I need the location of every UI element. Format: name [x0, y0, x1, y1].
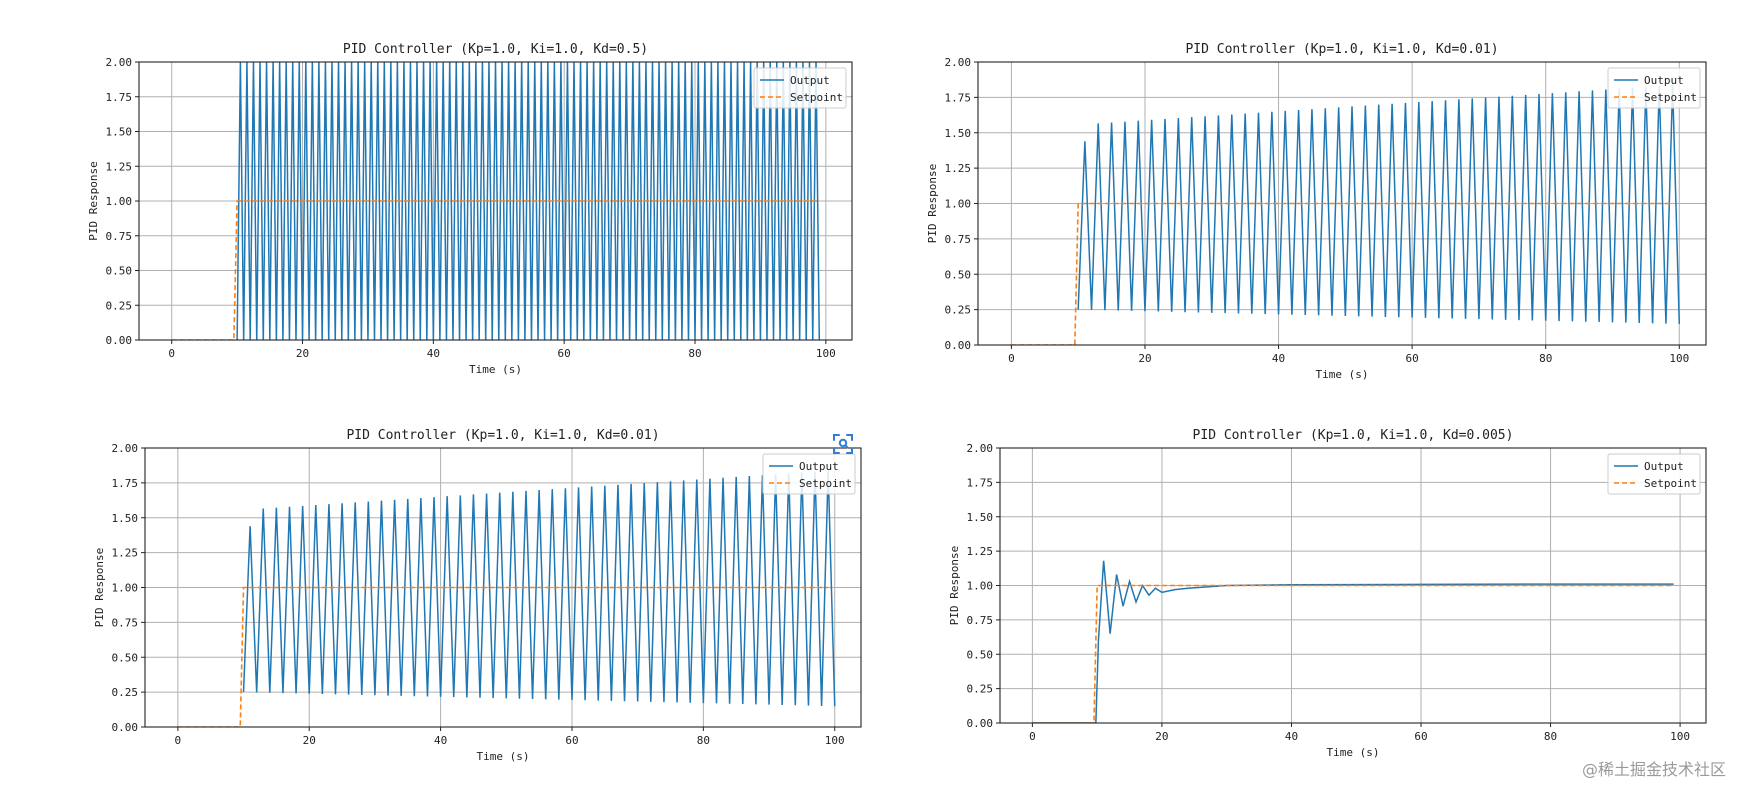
legend-label-output: Output	[799, 460, 839, 473]
x-tick-label: 60	[1406, 352, 1419, 365]
chart-2: 0 20 40 60 80 100 0.00 0.25 0.50 0.75 1.00 1.25 1.50…	[926, 42, 1707, 381]
series-setpoint-line	[171, 200, 820, 340]
x-tick-label: 0	[1008, 352, 1015, 365]
x-tick-label: 60	[558, 347, 571, 360]
y-tick-label: 0.00	[945, 339, 972, 352]
grid	[978, 61, 1706, 346]
y-tick-label: 0.00	[112, 721, 139, 734]
x-tick-label: 40	[1272, 352, 1285, 365]
x-axis-label: Time (s)	[477, 750, 530, 763]
y-tick-label: 1.00	[967, 580, 994, 593]
y-tick-label: 0.25	[106, 299, 133, 312]
y-tick-label: 0.25	[945, 304, 972, 317]
chart-4: 0 20 40 60 80 100 0.00 0.25 0.50 0.75 1.00 1.25 1.50…	[948, 428, 1707, 759]
y-tick-label: 0.50	[106, 265, 133, 278]
y-tick-label: 0.25	[112, 686, 139, 699]
y-tick-label: 1.75	[112, 477, 139, 490]
y-tick-label: 1.25	[945, 162, 972, 175]
legend-label-output: Output	[1644, 74, 1684, 87]
x-tick-label: 80	[1544, 730, 1557, 743]
y-tick-label: 1.50	[945, 127, 972, 140]
y-axis-label: PID Response	[926, 164, 939, 243]
y-tick-label: 0.75	[967, 614, 994, 627]
y-tick-label: 2.00	[112, 442, 139, 455]
series-output-line	[1077, 85, 1681, 324]
x-tick-label: 100	[825, 734, 845, 747]
y-tick-label: 1.75	[967, 476, 994, 489]
y-tick-label: 0.25	[967, 683, 994, 696]
x-tick-label: 20	[296, 347, 309, 360]
series-setpoint-line	[177, 586, 829, 727]
chart-title: PID Controller (Kp=1.0, Ki=1.0, Kd=0.005…	[1193, 428, 1514, 443]
x-tick-label: 0	[168, 347, 175, 360]
x-tick-label: 80	[697, 734, 710, 747]
x-tick-label: 80	[1539, 352, 1552, 365]
legend-label-output: Output	[790, 74, 830, 87]
x-axis-label: Time (s)	[1316, 368, 1369, 381]
x-tick-label: 60	[565, 734, 578, 747]
y-tick-label: 1.25	[967, 545, 994, 558]
y-tick-label: 0.75	[112, 616, 139, 629]
y-tick-label: 0.50	[967, 648, 994, 661]
x-axis-label: Time (s)	[469, 363, 522, 376]
y-tick-label: 1.75	[106, 91, 133, 104]
y-tick-label: 1.50	[967, 511, 994, 524]
x-tick-label: 40	[427, 347, 440, 360]
series-output-line	[242, 470, 836, 707]
series-setpoint-line	[1032, 584, 1674, 723]
x-tick-label: 20	[1138, 352, 1151, 365]
x-tick-label: 0	[175, 734, 182, 747]
y-tick-label: 0.00	[967, 717, 994, 730]
scan-search-icon[interactable]	[832, 433, 854, 455]
x-tick-label: 80	[688, 347, 701, 360]
y-tick-label: 1.25	[112, 547, 139, 560]
chart-title: PID Controller (Kp=1.0, Ki=1.0, Kd=0.01)	[346, 428, 659, 443]
legend: Output Setpoint	[762, 453, 856, 495]
y-tick-label: 2.00	[106, 56, 133, 69]
y-tick-label: 1.00	[112, 582, 139, 595]
y-tick-label: 1.50	[112, 512, 139, 525]
y-tick-label: 2.00	[967, 442, 994, 455]
chart-1: 0 20 40 60 80 100 0.00 0.25 0.50 0.75 1.00 1.25 1.50…	[87, 42, 853, 376]
y-tick-label: 1.00	[106, 195, 133, 208]
y-tick-label: 1.75	[945, 91, 972, 104]
y-tick-label: 0.00	[106, 334, 133, 347]
x-tick-label: 100	[1669, 352, 1689, 365]
legend-label-setpoint: Setpoint	[1644, 91, 1697, 104]
y-axis-label: PID Response	[87, 161, 100, 240]
chart-title: PID Controller (Kp=1.0, Ki=1.0, Kd=0.01)	[1185, 42, 1498, 57]
y-tick-label: 0.50	[945, 268, 972, 281]
y-tick-label: 0.75	[945, 233, 972, 246]
x-tick-label: 20	[303, 734, 316, 747]
series-output-line	[236, 62, 821, 340]
y-tick-label: 0.50	[112, 651, 139, 664]
x-tick-label: 40	[1285, 730, 1298, 743]
legend-label-output: Output	[1644, 460, 1684, 473]
y-axis-label: PID Response	[948, 546, 961, 625]
x-axis-label: Time (s)	[1327, 746, 1380, 759]
y-tick-label: 1.00	[945, 198, 972, 211]
legend-label-setpoint: Setpoint	[799, 477, 852, 490]
chart-title: PID Controller (Kp=1.0, Ki=1.0, Kd=0.5)	[343, 42, 648, 57]
y-tick-label: 1.50	[106, 126, 133, 139]
x-tick-label: 60	[1414, 730, 1427, 743]
x-tick-label: 40	[434, 734, 447, 747]
x-tick-label: 0	[1029, 730, 1036, 743]
legend: Output Setpoint	[1607, 453, 1701, 495]
y-tick-label: 2.00	[945, 56, 972, 69]
y-axis-label: PID Response	[93, 548, 106, 627]
x-tick-label: 100	[1670, 730, 1690, 743]
y-tick-label: 0.75	[106, 230, 133, 243]
x-tick-label: 20	[1155, 730, 1168, 743]
legend-label-setpoint: Setpoint	[790, 91, 843, 104]
legend: Output Setpoint	[1607, 67, 1701, 109]
chart-3: 0 20 40 60 80 100 0.00 0.25 0.50 0.75 1.00 1.25 1.50…	[93, 428, 862, 763]
watermark: @稀土掘金技术社区	[1581, 760, 1726, 779]
x-tick-label: 100	[816, 347, 836, 360]
legend: Output Setpoint	[753, 67, 847, 109]
y-tick-label: 1.25	[106, 160, 133, 173]
legend-label-setpoint: Setpoint	[1644, 477, 1697, 490]
